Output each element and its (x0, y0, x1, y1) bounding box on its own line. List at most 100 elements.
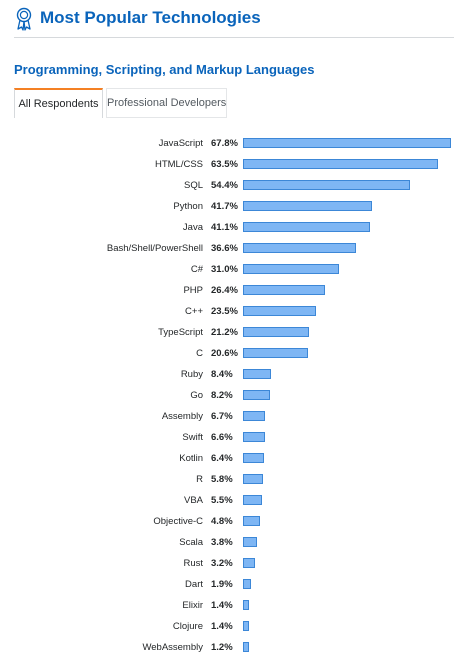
value-label: 31.0% (211, 264, 238, 275)
bar (243, 348, 308, 358)
value-label: 23.5% (211, 306, 238, 317)
category-label: Ruby (180, 369, 203, 380)
chart-row: PHP 26.4% (0, 281, 474, 302)
value-label: 6.7% (211, 411, 233, 422)
chart-row: Bash/Shell/PowerShell 36.6% (0, 239, 474, 260)
category-label: TypeScript (158, 327, 203, 338)
chart-row: Go 8.2% (0, 386, 474, 407)
category-label: Objective-C (153, 516, 203, 527)
chart-row: Objective-C 4.8% (0, 512, 474, 533)
chart-row: HTML/CSS 63.5% (0, 155, 474, 176)
category-label: Swift (182, 432, 203, 443)
chart-row: Assembly 6.7% (0, 407, 474, 428)
bar (243, 516, 260, 526)
category-label: Bash/Shell/PowerShell (106, 243, 203, 254)
category-label: Clojure (172, 621, 203, 632)
category-label: C++ (185, 306, 203, 317)
value-label: 5.8% (211, 474, 233, 485)
value-label: 5.5% (211, 495, 233, 506)
value-label: 63.5% (211, 159, 238, 170)
bar-chart: JavaScript 67.8% HTML/CSS 63.5% SQL 54.4% Pyth… (0, 128, 474, 658)
bar (243, 327, 309, 337)
chart-row: Clojure 1.4% (0, 617, 474, 638)
category-label: Python (173, 201, 203, 212)
value-label: 1.4% (211, 600, 233, 611)
category-label: VBA (183, 495, 203, 506)
category-label: Go (190, 390, 203, 401)
header-divider (14, 37, 454, 38)
value-label: 26.4% (211, 285, 238, 296)
value-label: 3.2% (211, 558, 233, 569)
chart-row: VBA 5.5% (0, 491, 474, 512)
bar (243, 285, 325, 295)
category-label: SQL (183, 180, 203, 191)
category-label: Dart (185, 579, 203, 590)
bar (243, 390, 270, 400)
bar (243, 369, 271, 379)
category-label: WebAssembly (142, 642, 203, 653)
chart-row: SQL 54.4% (0, 176, 474, 197)
bar (243, 432, 265, 442)
bar (243, 222, 370, 232)
value-label: 21.2% (211, 327, 238, 338)
category-label: Elixir (182, 600, 203, 611)
value-label: 4.8% (211, 516, 233, 527)
bar (243, 159, 438, 169)
bar (243, 621, 249, 631)
chart-row: R 5.8% (0, 470, 474, 491)
category-label: C# (190, 264, 203, 275)
chart-row: Elixir 1.4% (0, 596, 474, 617)
category-label: C (196, 348, 203, 359)
bar (243, 306, 316, 316)
bar (243, 243, 356, 253)
value-label: 41.7% (211, 201, 238, 212)
value-label: 67.8% (211, 138, 238, 149)
section-title: Programming, Scripting, and Markup Langu… (14, 62, 315, 77)
value-label: 6.4% (211, 453, 233, 464)
chart-row: Java 41.1% (0, 218, 474, 239)
bar (243, 180, 410, 190)
chart-row: WebAssembly 1.2% (0, 638, 474, 659)
bar (243, 558, 255, 568)
chart-row: C# 31.0% (0, 260, 474, 281)
bar (243, 495, 262, 505)
chart-row: Swift 6.6% (0, 428, 474, 449)
chart-row: Python 41.7% (0, 197, 474, 218)
bar (243, 201, 372, 211)
category-label: Rust (183, 558, 203, 569)
category-label: Assembly (161, 411, 203, 422)
value-label: 8.4% (211, 369, 233, 380)
value-label: 1.2% (211, 642, 233, 653)
category-label: Scala (179, 537, 203, 548)
value-label: 1.9% (211, 579, 233, 590)
bar (243, 579, 251, 589)
category-label: JavaScript (158, 138, 203, 149)
category-label: HTML/CSS (154, 159, 203, 170)
tab-professional-developers[interactable]: Professional Developers (106, 88, 227, 118)
award-ribbon-icon (16, 7, 32, 31)
chart-row: JavaScript 67.8% (0, 134, 474, 155)
chart-row: Dart 1.9% (0, 575, 474, 596)
bar (243, 474, 263, 484)
value-label: 54.4% (211, 180, 238, 191)
chart-row: C 20.6% (0, 344, 474, 365)
chart-row: C++ 23.5% (0, 302, 474, 323)
bar (243, 138, 451, 148)
bar (243, 642, 249, 652)
value-label: 1.4% (211, 621, 233, 632)
value-label: 36.6% (211, 243, 238, 254)
category-label: R (196, 474, 203, 485)
category-label: Java (182, 222, 203, 233)
value-label: 6.6% (211, 432, 233, 443)
chart-row: TypeScript 21.2% (0, 323, 474, 344)
chart-row: Kotlin 6.4% (0, 449, 474, 470)
chart-row: Rust 3.2% (0, 554, 474, 575)
bar (243, 537, 257, 547)
bar (243, 600, 249, 610)
bar (243, 411, 265, 421)
tab-all-respondents[interactable]: All Respondents (14, 88, 103, 118)
category-label: PHP (183, 285, 203, 296)
chart-row: Ruby 8.4% (0, 365, 474, 386)
value-label: 41.1% (211, 222, 238, 233)
value-label: 3.8% (211, 537, 233, 548)
